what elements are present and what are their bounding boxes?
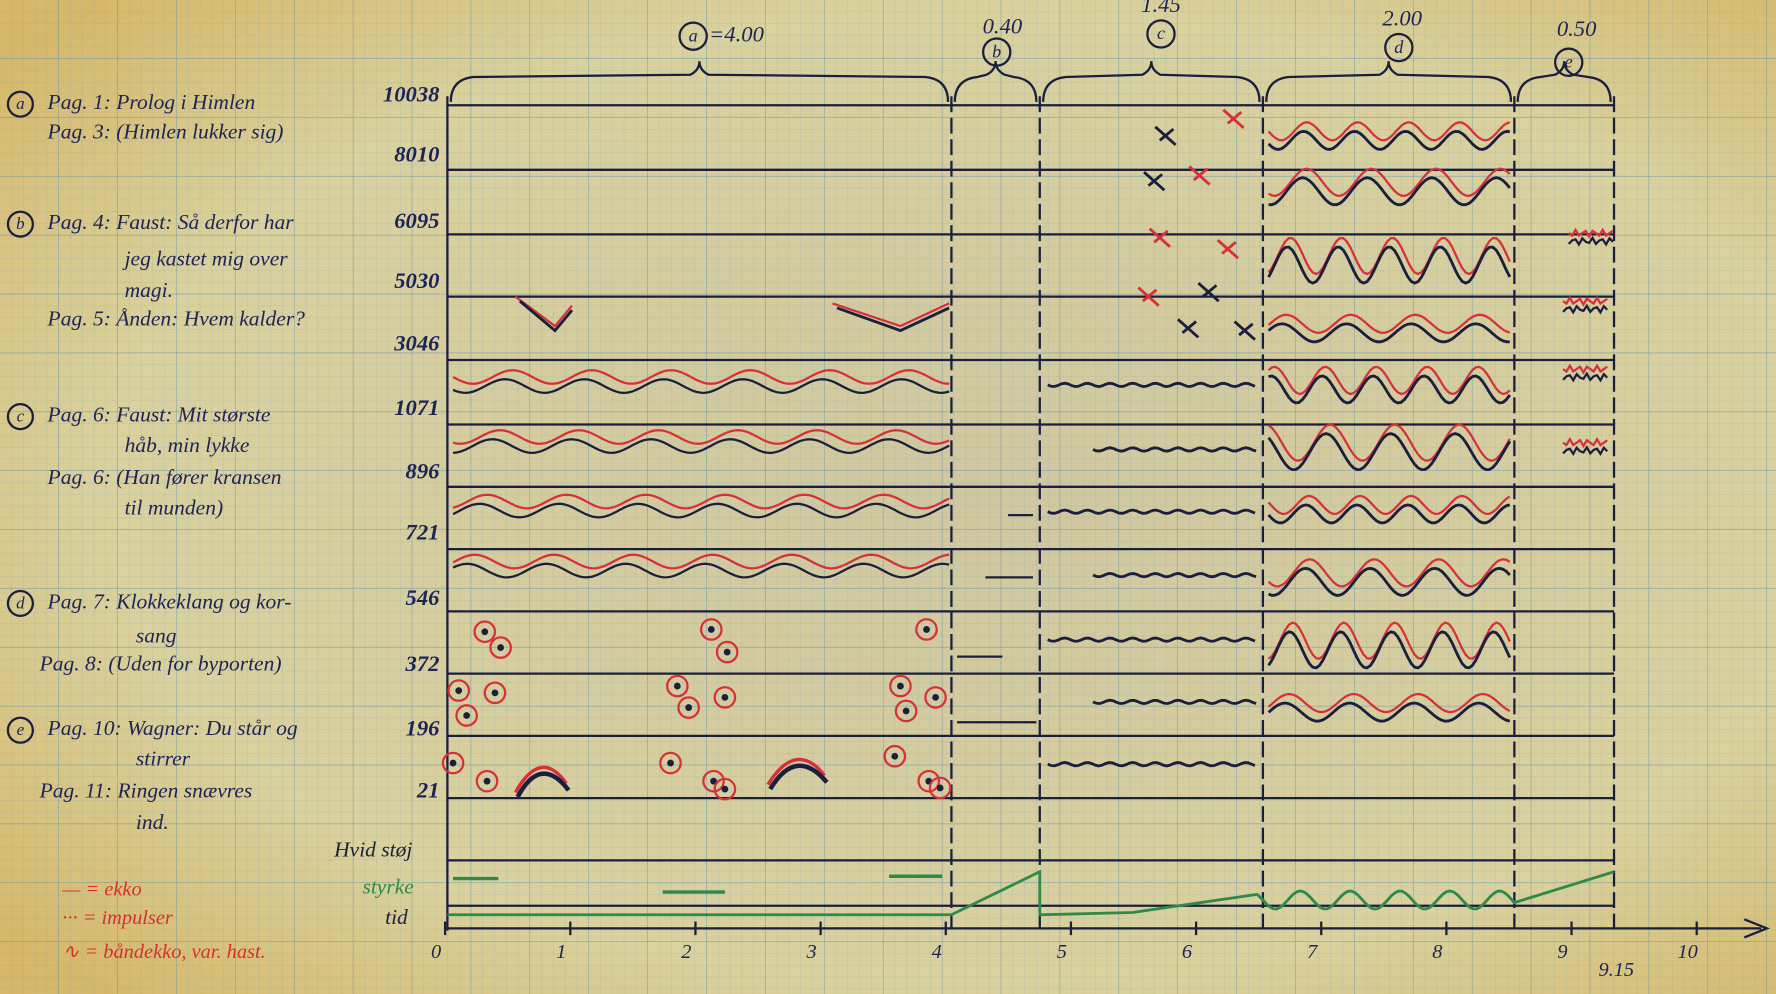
cue-line: magi. bbox=[125, 278, 173, 302]
row-label: Hvid støj bbox=[333, 837, 412, 861]
cue-marker: c bbox=[17, 407, 25, 426]
row-label: tid bbox=[385, 905, 408, 929]
cue-line: ind. bbox=[136, 810, 169, 834]
section-marker: b bbox=[992, 41, 1001, 61]
frequency-label: 372 bbox=[405, 651, 440, 676]
impulse-dot bbox=[450, 760, 457, 767]
impulse-dot bbox=[923, 626, 930, 633]
frequency-label: 6095 bbox=[394, 208, 439, 233]
time-tick: 4 bbox=[932, 941, 942, 963]
cue-line: Pag. 10: Wagner: Du står og bbox=[47, 716, 298, 740]
cue-marker: e bbox=[17, 720, 25, 739]
cue-line: Pag. 11: Ringen snævres bbox=[39, 778, 253, 802]
time-tick: 3 bbox=[805, 941, 816, 963]
cue-marker: a bbox=[16, 94, 24, 113]
section-duration: 2.00 bbox=[1382, 6, 1422, 31]
frequency-label: 721 bbox=[406, 520, 440, 545]
cue-line: Pag. 1: Prolog i Himlen bbox=[47, 90, 256, 114]
frequency-label: 10038 bbox=[383, 81, 440, 106]
cue-line: Pag. 3: (Himlen lukker sig) bbox=[47, 120, 284, 144]
legend-entry: ··· = impulser bbox=[62, 907, 173, 929]
section-duration: =4.00 bbox=[709, 21, 765, 46]
frequency-label: 8010 bbox=[394, 141, 439, 166]
cue-marker: b bbox=[16, 214, 24, 233]
time-tick: 5 bbox=[1057, 941, 1067, 963]
cue-line: til munden) bbox=[125, 495, 224, 519]
impulse-dot bbox=[484, 778, 491, 785]
impulse-dot bbox=[903, 708, 910, 715]
time-end: 9.15 bbox=[1598, 959, 1634, 981]
impulse-dot bbox=[674, 683, 681, 690]
impulse-dot bbox=[685, 704, 692, 711]
impulse-dot bbox=[722, 786, 729, 793]
cue-line: sang bbox=[136, 623, 177, 647]
frequency-label: 5030 bbox=[394, 268, 439, 293]
impulse-dot bbox=[932, 694, 939, 701]
section-duration: 1.45 bbox=[1141, 0, 1181, 17]
impulse-dot bbox=[937, 785, 944, 792]
cue-line: Pag. 5: Ånden: Hvem kalder? bbox=[47, 306, 306, 330]
section-marker: e bbox=[1565, 52, 1573, 72]
section-marker: c bbox=[1157, 23, 1165, 43]
impulse-dot bbox=[724, 649, 731, 656]
impulse-dot bbox=[897, 683, 904, 690]
cue-line: Pag. 8: (Uden for byporten) bbox=[39, 652, 282, 676]
frequency-label: 896 bbox=[406, 458, 441, 483]
time-tick: 2 bbox=[681, 941, 691, 963]
section-marker: a bbox=[689, 26, 698, 46]
cue-marker: d bbox=[16, 593, 25, 612]
time-tick: 1 bbox=[556, 941, 566, 963]
impulse-dot bbox=[481, 628, 488, 635]
cue-line: Pag. 6: Faust: Mit største bbox=[47, 403, 271, 427]
score-sheet: a=4.00b0.40c1.45d2.00e0.50aPag. 1: Prolo… bbox=[0, 0, 1776, 994]
impulse-dot bbox=[455, 687, 462, 694]
impulse-dot bbox=[492, 689, 499, 696]
section-duration: 0.50 bbox=[1557, 16, 1597, 41]
time-tick: 0 bbox=[431, 941, 441, 963]
impulse-dot bbox=[722, 694, 729, 701]
legend-entry: — = ekko bbox=[61, 879, 141, 901]
time-tick: 7 bbox=[1307, 941, 1318, 963]
cue-line: Pag. 4: Faust: Så derfor har bbox=[47, 210, 295, 234]
cue-line: Pag. 6: (Han fører kransen bbox=[47, 465, 282, 489]
frequency-label: 3046 bbox=[393, 331, 440, 356]
impulse-dot bbox=[708, 626, 715, 633]
frequency-label: 546 bbox=[406, 585, 441, 610]
legend-entry: ∿ = båndekko, var. hast. bbox=[62, 941, 265, 963]
impulse-dot bbox=[463, 712, 470, 719]
time-tick: 8 bbox=[1432, 941, 1442, 963]
cue-line: håb, min lykke bbox=[125, 433, 250, 457]
impulse-dot bbox=[667, 760, 674, 767]
time-tick: 10 bbox=[1677, 941, 1697, 963]
cue-line: stirrer bbox=[136, 747, 191, 771]
frequency-label: 196 bbox=[406, 715, 441, 740]
cue-line: jeg kastet mig over bbox=[122, 246, 289, 270]
time-tick: 9 bbox=[1557, 941, 1567, 963]
impulse-dot bbox=[891, 753, 898, 760]
section-duration: 0.40 bbox=[983, 14, 1023, 39]
cue-line: Pag. 7: Klokkeklang og kor- bbox=[47, 589, 292, 613]
time-tick: 6 bbox=[1182, 941, 1193, 963]
row-label: styrke bbox=[362, 875, 414, 899]
frequency-label: 1071 bbox=[394, 395, 439, 420]
frequency-label: 21 bbox=[416, 778, 440, 803]
impulse-dot bbox=[497, 644, 504, 651]
section-marker: d bbox=[1394, 37, 1404, 57]
